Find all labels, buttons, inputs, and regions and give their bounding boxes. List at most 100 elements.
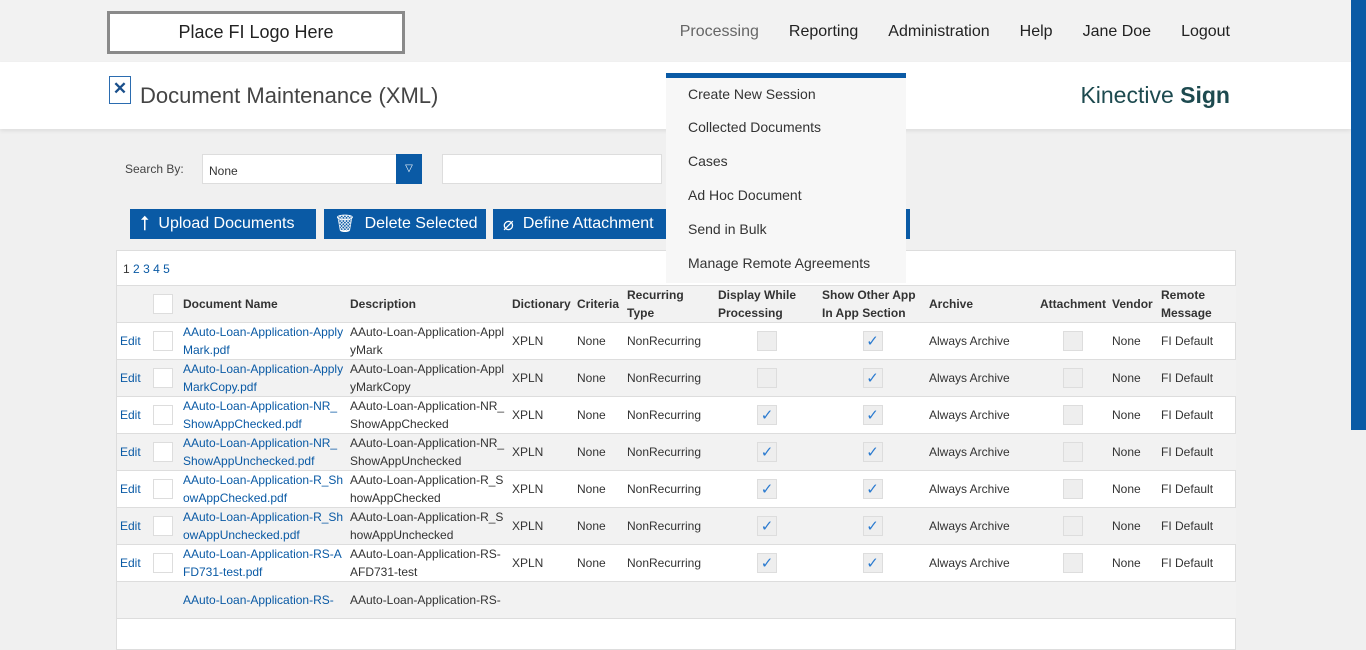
cell-criteria: None xyxy=(574,322,624,360)
cell-display: ✓ xyxy=(715,396,819,434)
search-by-value: None xyxy=(209,164,238,178)
checked-checkbox: ✓ xyxy=(757,442,777,462)
cell-archive: Always Archive xyxy=(926,544,1037,582)
document-link[interactable]: AAuto-Loan-Application-R_ShowAppUnchecke… xyxy=(183,510,344,542)
brand-logo: Kinective Sign xyxy=(1080,82,1230,109)
cell-attachment xyxy=(1037,322,1110,360)
column-header: Show Other App In App Section xyxy=(819,285,926,323)
checked-checkbox: ✓ xyxy=(757,516,777,536)
document-link[interactable]: AAuto-Loan-Application-ApplyMarkCopy.pdf xyxy=(183,362,344,394)
document-link[interactable]: AAuto-Loan-Application-NR_ShowAppChecked… xyxy=(183,399,338,431)
page-3[interactable]: 3 xyxy=(143,262,150,276)
edit-link[interactable]: Edit xyxy=(120,519,141,533)
cell-cb xyxy=(150,507,180,545)
cell-display: ✓ xyxy=(715,470,819,508)
brand-bold: Sign xyxy=(1180,82,1230,108)
menu-ad-hoc-document[interactable]: Ad Hoc Document xyxy=(688,187,802,203)
cell-name: AAuto-Loan-Application-NR_ShowAppUncheck… xyxy=(180,433,347,471)
table-row: Edit AAuto-Loan-Application-ApplyMarkCopy… xyxy=(117,359,1236,397)
edit-link[interactable]: Edit xyxy=(120,556,141,570)
page-title: Document Maintenance (XML) xyxy=(140,83,439,108)
column-header xyxy=(117,285,150,323)
cell-desc: AAuto-Loan-Application-ApplyMark xyxy=(347,322,509,360)
cell-attachment xyxy=(1037,359,1110,397)
column-header: Dictionary xyxy=(509,285,574,323)
main-nav: Processing Reporting Administration Help… xyxy=(680,23,1230,41)
checked-checkbox: ✓ xyxy=(862,368,883,388)
edit-link[interactable]: Edit xyxy=(120,482,141,496)
menu-create-new-session[interactable]: Create New Session xyxy=(688,86,816,102)
cell-dict: XPLN xyxy=(509,433,574,471)
cell-show_other: ✓ xyxy=(819,507,926,545)
unchecked-checkbox xyxy=(1063,479,1083,499)
cell-cb xyxy=(150,396,180,434)
cell-archive: Always Archive xyxy=(926,322,1037,360)
document-link[interactable]: AAuto-Loan-Application-RS- xyxy=(183,593,334,607)
delete-label: Delete Selected xyxy=(364,215,478,232)
cell-name: AAuto-Loan-Application-NR_ShowAppChecked… xyxy=(180,396,347,434)
search-input[interactable] xyxy=(442,154,662,184)
nav-logout[interactable]: Logout xyxy=(1181,23,1230,40)
edit-link[interactable]: Edit xyxy=(120,371,141,385)
cell-attachment xyxy=(1037,544,1110,582)
select-all-checkbox[interactable] xyxy=(153,294,173,314)
cell-show_other: ✓ xyxy=(819,322,926,360)
row-checkbox[interactable] xyxy=(153,479,173,499)
nav-processing[interactable]: Processing xyxy=(679,23,759,40)
cell-recurring: NonRecurring xyxy=(624,507,715,545)
checked-checkbox: ✓ xyxy=(757,479,777,499)
define-label: Define Attachment xyxy=(522,215,654,232)
document-link[interactable]: AAuto-Loan-Application-R_ShowAppChecked.… xyxy=(183,473,344,505)
search-by-select[interactable]: None ▽ xyxy=(202,154,422,184)
page-2[interactable]: 2 xyxy=(133,262,140,276)
checked-checkbox: ✓ xyxy=(862,479,883,499)
document-tools-icon: ✕ xyxy=(109,76,131,104)
menu-send-in-bulk[interactable]: Send in Bulk xyxy=(688,221,767,237)
cell-name: AAuto-Loan-Application-R_ShowAppChecked.… xyxy=(180,470,347,508)
row-checkbox[interactable] xyxy=(153,553,173,573)
chevron-down-icon[interactable]: ▽ xyxy=(396,154,422,184)
row-checkbox[interactable] xyxy=(153,331,173,351)
row-checkbox[interactable] xyxy=(153,442,173,462)
page-1[interactable]: 1 xyxy=(123,262,130,276)
nav-reporting[interactable]: Reporting xyxy=(788,23,859,40)
edit-link[interactable]: Edit xyxy=(120,334,141,348)
document-link[interactable]: AAuto-Loan-Application-NR_ShowAppUncheck… xyxy=(183,436,338,468)
cell-display xyxy=(715,322,819,360)
cell-cb xyxy=(150,322,180,360)
document-link[interactable]: AAuto-Loan-Application-ApplyMark.pdf xyxy=(183,325,344,357)
cell-dict: XPLN xyxy=(509,322,574,360)
cell-dict xyxy=(509,581,574,619)
row-checkbox[interactable] xyxy=(153,368,173,388)
top-bar: Place FI Logo Here Processing Reporting … xyxy=(0,0,1366,62)
document-link[interactable]: AAuto-Loan-Application-RS-AFD731-test.pd… xyxy=(183,547,342,579)
nav-user[interactable]: Jane Doe xyxy=(1082,23,1152,40)
cell-vendor: None xyxy=(1109,507,1159,545)
cell-remote: FI Default xyxy=(1158,470,1236,508)
nav-administration[interactable]: Administration xyxy=(888,23,990,40)
cell-edit xyxy=(117,581,150,619)
row-checkbox[interactable] xyxy=(153,516,173,536)
cell-criteria: None xyxy=(574,396,624,434)
table-row: Edit AAuto-Loan-Application-NR_ShowAppUnc… xyxy=(117,433,1236,471)
cell-name: AAuto-Loan-Application-RS-AFD731-test.pd… xyxy=(180,544,347,582)
row-checkbox[interactable] xyxy=(153,405,173,425)
scrollbar[interactable] xyxy=(1351,0,1366,430)
nav-help[interactable]: Help xyxy=(1019,23,1053,40)
upload-documents-button[interactable]: ⭡ Upload Documents xyxy=(130,209,316,239)
cell-desc: AAuto-Loan-Application-NR_ShowAppUncheck… xyxy=(347,433,509,471)
edit-link[interactable]: Edit xyxy=(120,408,141,422)
page-4[interactable]: 4 xyxy=(153,262,160,276)
cell-archive: Always Archive xyxy=(926,507,1037,545)
cell-attachment xyxy=(1037,433,1110,471)
delete-selected-button[interactable]: 🗑 Delete Selected xyxy=(324,209,486,239)
menu-cases[interactable]: Cases xyxy=(688,153,728,169)
cell-remote: FI Default xyxy=(1158,433,1236,471)
table-row: Edit AAuto-Loan-Application-RS-AFD731-tes… xyxy=(117,544,1236,582)
page-5[interactable]: 5 xyxy=(163,262,170,276)
cell-edit: Edit xyxy=(117,470,150,508)
cell-vendor: None xyxy=(1109,470,1159,508)
menu-manage-remote-agreements[interactable]: Manage Remote Agreements xyxy=(688,255,871,271)
menu-collected-documents[interactable]: Collected Documents xyxy=(688,119,822,135)
edit-link[interactable]: Edit xyxy=(120,445,141,459)
